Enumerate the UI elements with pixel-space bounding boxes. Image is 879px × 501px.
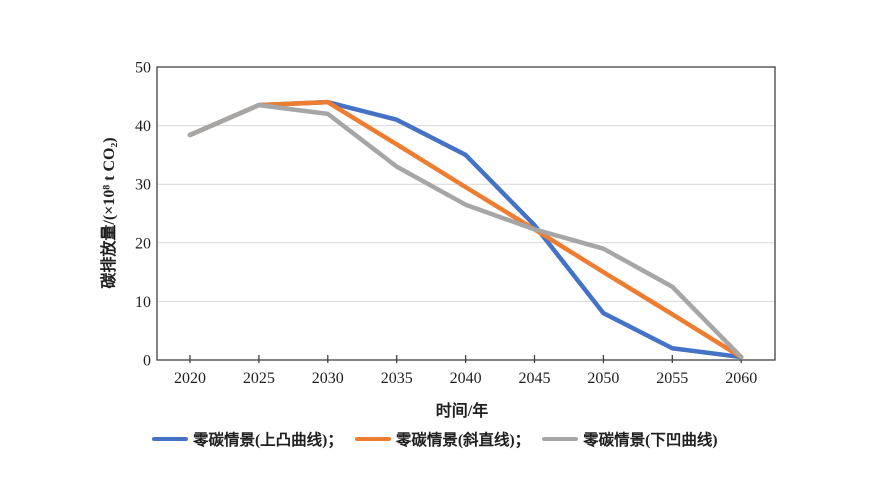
- y-tick-label-20: 20: [135, 235, 151, 252]
- x-tick-label-2060: 2060: [725, 370, 757, 387]
- series-line-2: [187, 102, 744, 360]
- legend-label-concave-curve: 零碳情景(下凹曲线): [583, 432, 718, 449]
- y-tick-label-10: 10: [135, 294, 151, 311]
- legend-label-convex-curve: 零碳情景(上凸曲线)；: [193, 432, 343, 449]
- legend-swatch-concave-curve: [542, 436, 579, 442]
- x-tick-label-2055: 2055: [656, 370, 688, 387]
- legend-swatch-convex-curve: [152, 436, 188, 442]
- y-axis-title: 碳排放量/(×10⁸ t CO₂): [101, 137, 118, 289]
- legend-item-convex-curve: 零碳情景(上凸曲线)；: [152, 428, 343, 450]
- x-tick-label-2025: 2025: [243, 370, 275, 387]
- legend-item-concave-curve: 零碳情景(下凹曲线): [542, 428, 717, 450]
- series-line-0: [187, 99, 744, 360]
- y-tick-label-0: 0: [143, 353, 151, 370]
- chart-legend: 零碳情景(上凸曲线)； 零碳情景(斜直线)； 零碳情景(下凹曲线): [152, 428, 717, 450]
- y-tick-label-30: 30: [135, 177, 151, 194]
- x-tick-label-2035: 2035: [381, 370, 413, 387]
- legend-item-straight-line: 零碳情景(斜直线)；: [354, 428, 531, 450]
- x-tick-label-2020: 2020: [174, 370, 206, 387]
- x-tick-label-2045: 2045: [519, 370, 551, 387]
- x-tick-label-2030: 2030: [312, 370, 344, 387]
- legend-label-straight-line: 零碳情景(斜直线)；: [395, 432, 531, 449]
- x-axis-title: 时间/年: [435, 403, 489, 420]
- y-tick-label-40: 40: [135, 118, 151, 135]
- x-tick-label-2040: 2040: [450, 370, 482, 387]
- series-line-1: [187, 99, 744, 360]
- y-tick-label-50: 50: [135, 60, 151, 77]
- legend-swatch-straight-line: [354, 436, 391, 442]
- x-tick-label-2050: 2050: [587, 370, 619, 387]
